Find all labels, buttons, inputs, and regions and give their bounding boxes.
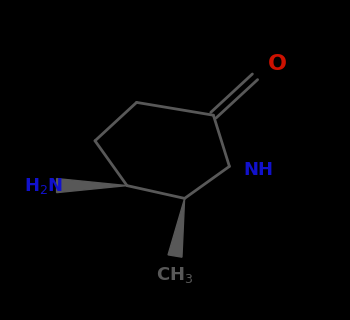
Polygon shape: [168, 198, 184, 257]
Polygon shape: [57, 179, 127, 193]
Text: CH$_3$: CH$_3$: [156, 265, 194, 285]
Text: NH: NH: [243, 161, 273, 179]
Text: H$_2$N: H$_2$N: [24, 176, 63, 196]
Text: O: O: [268, 54, 287, 74]
